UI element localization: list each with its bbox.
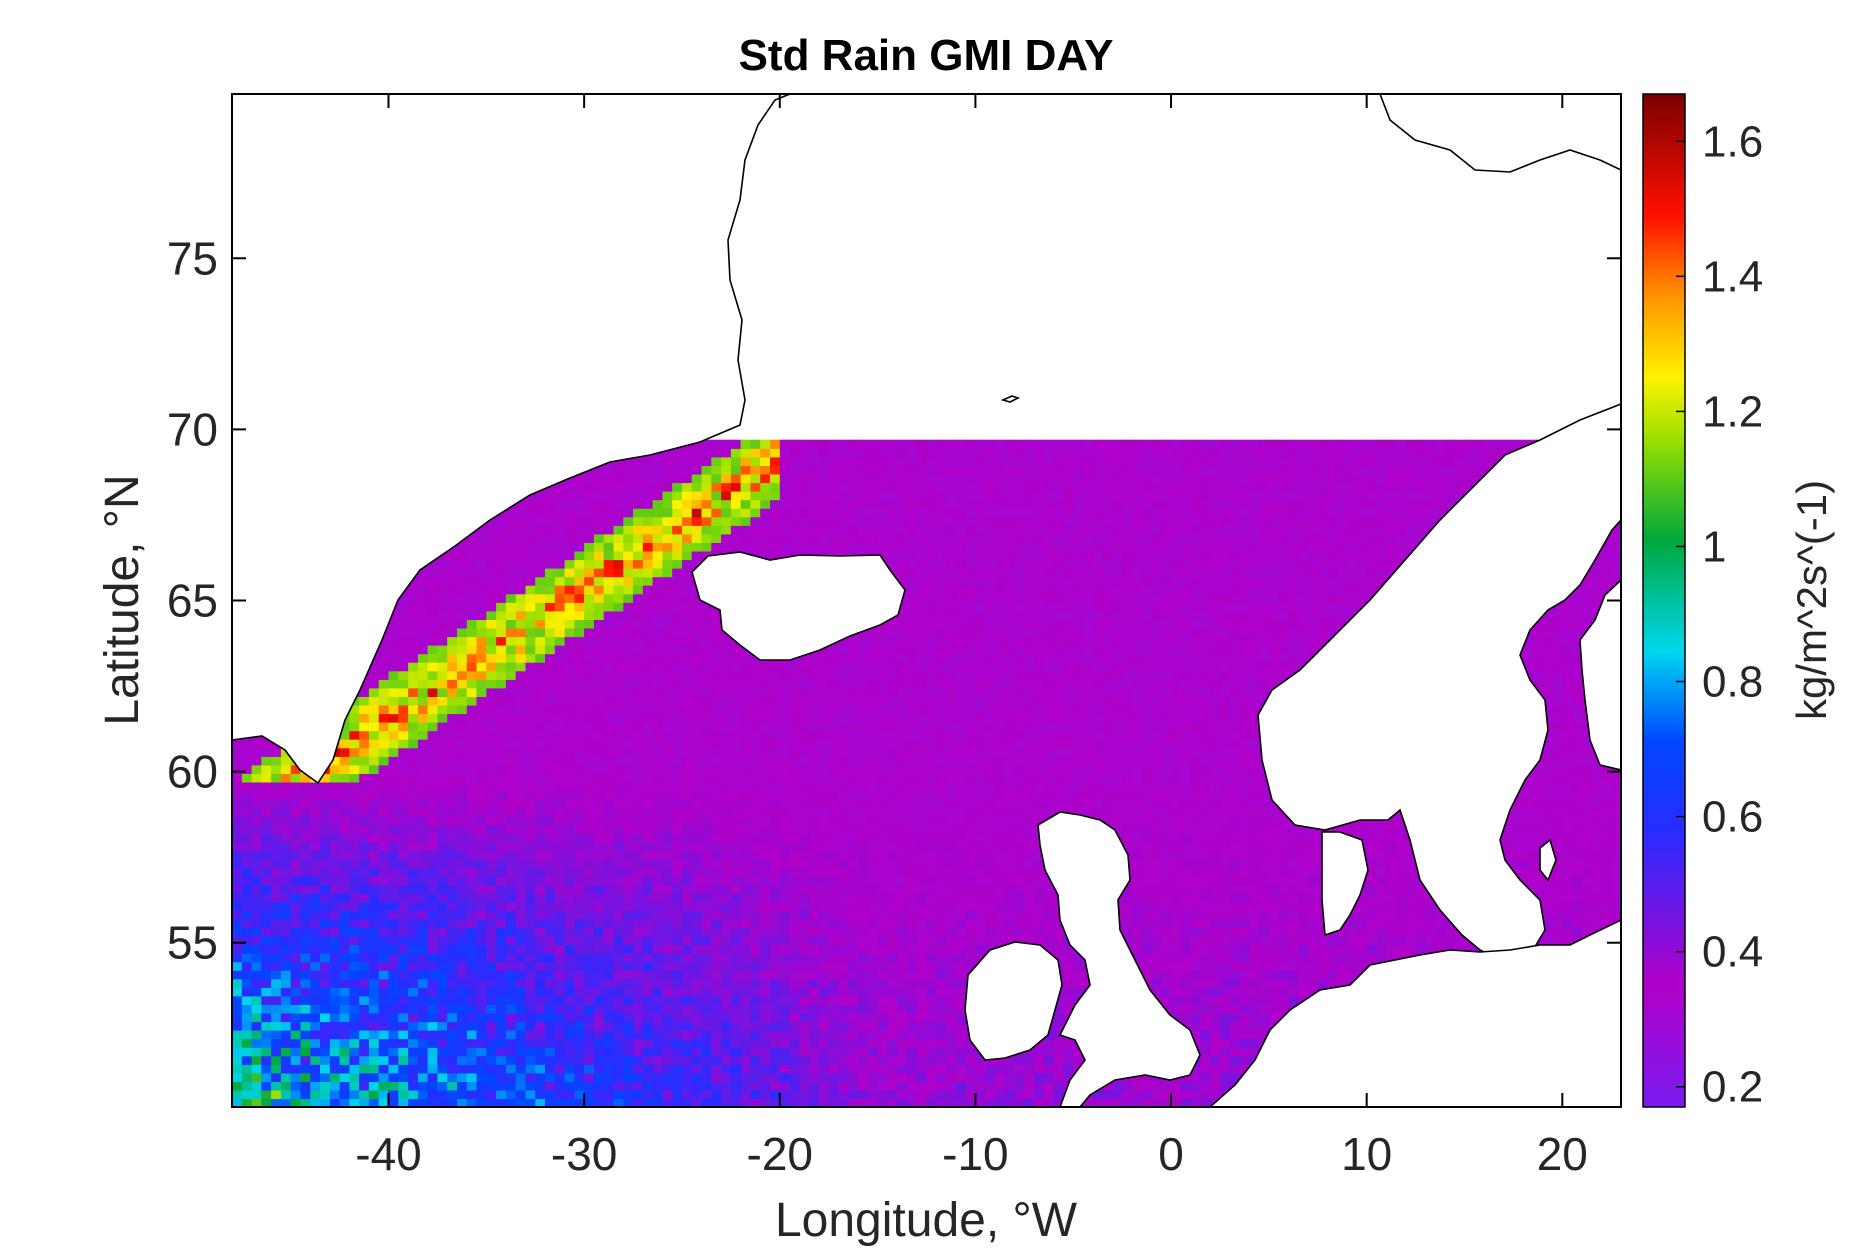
great-britain-coast (1037, 811, 1201, 1107)
svalbard-coast (1379, 94, 1621, 173)
colorbar-tick-label: 1.2 (1702, 387, 1763, 436)
scandinavia-coast (1257, 403, 1621, 961)
y-tick-label: 55 (167, 917, 218, 969)
colorbar-ticks: 0.2 0.4 0.6 0.8 1 1.2 1.4 1.6 (1676, 117, 1763, 1112)
y-tick-label: 70 (167, 403, 218, 455)
mainland-europe-coast (1208, 919, 1621, 1107)
gotland-island (1539, 838, 1557, 882)
colorbar (1642, 93, 1686, 1108)
denmark-coast (1321, 831, 1369, 937)
x-axis-label: Longitude, °W (775, 1194, 1078, 1247)
x-tick-label: 0 (1158, 1128, 1184, 1180)
colorbar-tick-label: 0.8 (1702, 658, 1763, 707)
x-tick-label: 20 (1537, 1128, 1588, 1180)
finland-coast (1579, 578, 1621, 771)
colorbar-tick-label: 0.6 (1702, 793, 1763, 842)
x-tick-label: -20 (747, 1128, 813, 1180)
x-tick-label: -40 (355, 1128, 421, 1180)
colorbar-tick-label: 0.2 (1702, 1063, 1763, 1112)
iceland-coast (691, 551, 906, 661)
y-tick-label: 65 (167, 575, 218, 627)
colorbar-tick-label: 1.4 (1702, 252, 1763, 301)
y-tick-label: 75 (167, 232, 218, 284)
x-axis-ticks: -40 -30 -20 -10 0 10 20 (355, 94, 1588, 1180)
y-axis-ticks: 55 60 65 70 75 (167, 232, 1621, 969)
y-tick-label: 60 (167, 746, 218, 798)
colorbar-tick-label: 1.6 (1702, 117, 1763, 166)
land-masses (232, 94, 1621, 1107)
y-axis-label: Latitude, °N (96, 474, 149, 725)
map-title: Std Rain GMI DAY (739, 31, 1114, 80)
colorbar-tick-label: 0.4 (1702, 928, 1763, 977)
jan-mayen-island (1000, 395, 1021, 403)
greenland-coast (232, 94, 791, 785)
ireland-coast (964, 941, 1063, 1061)
colorbar-tick-label: 1 (1702, 522, 1726, 571)
x-tick-label: -10 (942, 1128, 1008, 1180)
x-tick-label: 10 (1341, 1128, 1392, 1180)
x-tick-label: -30 (551, 1128, 617, 1180)
colorbar-label: kg/m^2s^(-1) (1788, 480, 1835, 720)
